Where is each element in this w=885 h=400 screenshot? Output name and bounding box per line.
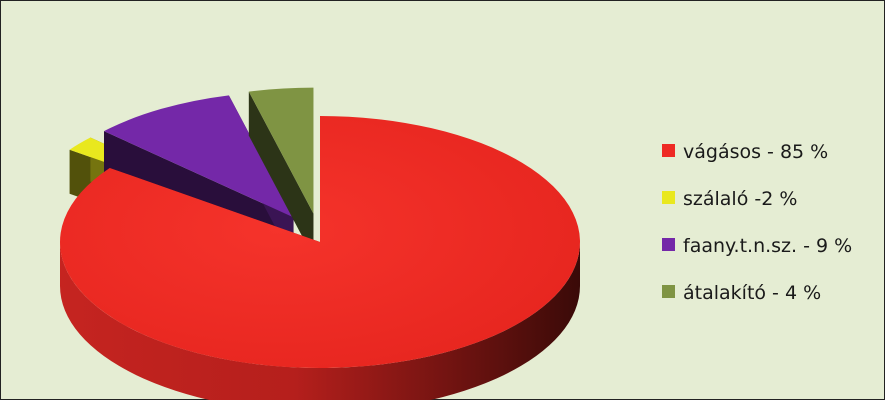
pie-slices <box>59 87 580 400</box>
legend-swatch-szalalo <box>662 191 675 204</box>
legend-label-szalalo: szálaló -2 % <box>683 188 797 210</box>
pie-slice-atalakito <box>248 87 314 258</box>
legend-item-szalalo: szálaló -2 % <box>662 188 797 210</box>
pie-slice-top-atalakito <box>248 87 314 214</box>
legend-swatch-vagasos <box>662 144 675 157</box>
legend-item-vagasos: vágásos - 85 % <box>662 141 828 163</box>
pie-slice-vagasos <box>59 116 580 400</box>
pie-slice-top-faany <box>103 95 294 218</box>
legend-item-atalakito: átalakító - 4 % <box>662 282 821 304</box>
legend: vágásos - 85 % szálaló -2 % faany.t.n.sz… <box>662 141 852 304</box>
legend-label-faany: faany.t.n.sz. - 9 % <box>683 235 852 257</box>
legend-swatch-faany <box>662 238 675 251</box>
pie-slice-face-atalakito <box>248 91 314 258</box>
legend-label-atalakito: átalakító - 4 % <box>683 282 821 304</box>
pie-slice-side-vagasos <box>60 242 580 400</box>
legend-label-vagasos: vágásos - 85 % <box>683 141 828 163</box>
pie-slice-top-vagasos <box>59 116 580 368</box>
legend-swatch-atalakito <box>662 285 675 298</box>
legend-item-faany: faany.t.n.sz. - 9 % <box>662 235 852 257</box>
